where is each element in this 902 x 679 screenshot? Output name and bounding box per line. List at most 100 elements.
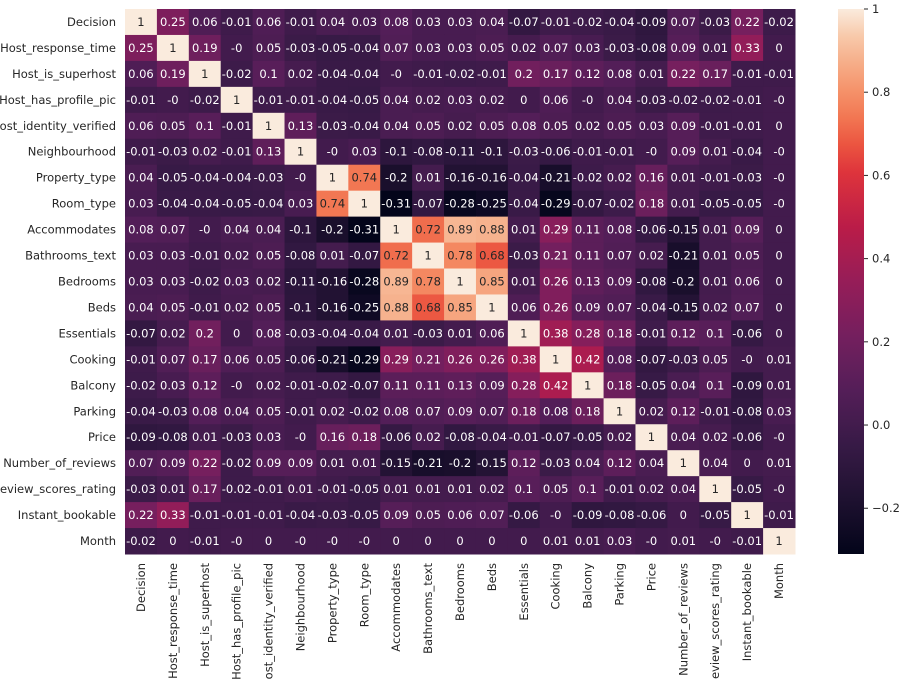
cell-value-label-14-19: -0.09 [732,378,762,392]
heatmap-cell-10-5 [284,268,317,295]
cell-value-label-16-1: -0.08 [158,430,188,444]
cell-value-label-9-15: 0.07 [607,249,633,263]
cell-value-label-6-15: 0.02 [607,171,633,185]
heatmap-cell-6-11 [475,164,509,192]
heatmap-cell-20-0 [125,528,158,555]
heatmap-cell-11-10 [444,294,477,321]
heatmap-cell-16-16 [635,424,668,451]
cell-value-label-7-17: 0.01 [671,197,697,211]
cell-value-label-12-1: 0.02 [160,326,186,340]
cell-value-label-6-1: -0.05 [158,171,188,185]
cell-value-label-12-18: 0.1 [706,326,724,340]
heatmap-cell-0-5 [284,9,317,36]
heatmap-cell-18-3 [220,476,254,503]
cell-value-label-19-8: 0.09 [383,508,409,522]
heatmap-cell-2-2 [188,60,222,88]
y-axis-tick-labels: Decision Host_response_time Host_is_superh… [0,15,116,548]
cell-value-label-16-0: -0.09 [126,430,156,444]
cell-value-label-18-6: -0.01 [317,482,347,496]
heatmap-cell-14-15 [603,372,636,399]
y-tick-label: Beds [88,300,116,314]
cell-value-label-5-15: -0.01 [605,145,635,159]
heatmap-cell-6-9 [412,164,445,192]
heatmap-cell-4-20 [763,112,796,140]
cell-value-label-20-1: 0 [169,534,176,548]
heatmap-cell-1-7 [348,34,381,62]
heatmap-cell-2-5 [284,60,317,88]
heatmap-cell-11-6 [316,294,349,321]
cell-value-label-18-13: 0.05 [543,482,569,496]
y-tick-label: Host_response_time [0,41,116,55]
heatmap-cell-7-19 [731,190,764,218]
heatmap-cell-7-8 [380,190,413,218]
x-tick-label: Bedrooms [453,563,467,621]
cell-value-label-10-15: 0.09 [607,275,633,289]
cell-value-label-12-2: 0.2 [196,326,214,340]
cell-value-label-0-16: -0.09 [637,15,667,29]
heatmap-cell-10-6 [316,268,349,295]
heatmap-cell-20-6 [316,528,349,555]
cell-value-label-2-6: -0.04 [317,67,347,81]
cell-value-label-1-1: 1 [169,41,176,55]
x-tick-label: Property_type [325,563,339,643]
cell-value-label-3-20: -0 [773,93,784,107]
cell-value-label-17-2: 0.22 [192,456,218,470]
heatmap-cell-10-17 [667,268,700,295]
heatmap-cell-0-11 [475,9,509,36]
heatmap-cell-1-1 [156,34,190,62]
heatmap-cell-1-20 [763,34,796,62]
heatmap-cell-12-13 [539,320,573,347]
heatmap-cell-17-3 [220,450,254,477]
heatmap-cell-4-8 [380,112,413,140]
cell-value-label-7-4: -0.04 [254,197,284,211]
cell-value-label-0-20: -0.02 [764,15,794,29]
heatmap-cell-8-5 [284,216,317,244]
cell-value-label-3-18: -0.02 [700,93,730,107]
cell-value-label-12-6: -0.04 [317,326,347,340]
cell-value-label-13-9: 0.21 [415,352,441,366]
heatmap-cell-16-8 [380,424,413,451]
heatmap-cell-1-4 [252,34,286,62]
heatmap-cell-16-20 [763,424,796,451]
heatmap-cell-2-10 [444,60,477,88]
heatmap-cell-13-18 [699,346,732,373]
heatmap-cell-18-15 [603,476,636,503]
heatmap-cell-11-16 [635,294,668,321]
heatmap-cell-7-5 [284,190,317,218]
cell-value-label-18-1: 0.01 [160,482,186,496]
heatmap-cell-14-20 [763,372,796,399]
heatmap-cell-0-13 [539,9,573,36]
heatmap-cell-13-14 [571,346,605,373]
heatmap-cell-7-15 [603,190,636,218]
heatmap-cell-8-4 [252,216,286,244]
heatmap-cell-11-19 [731,294,764,321]
cell-value-label-15-15: 1 [616,404,623,418]
heatmap-cell-7-4 [252,190,286,218]
cell-value-label-7-0: 0.03 [128,197,154,211]
cell-value-label-15-8: 0.08 [383,404,409,418]
x-tick-label: Number_of_reviews [676,563,690,676]
cell-value-label-0-0: 1 [137,15,144,29]
heatmap-cell-6-3 [220,164,254,192]
cell-value-label-14-4: 0.02 [256,378,282,392]
heatmap-cell-18-14 [571,476,605,503]
cell-value-label-9-17: -0.21 [668,249,698,263]
heatmap-cell-13-19 [731,346,764,373]
cell-value-label-16-19: -0.06 [732,430,762,444]
heatmap-cell-8-11 [475,216,509,244]
cell-value-label-15-5: -0.01 [286,404,316,418]
cell-value-label-4-3: -0.01 [222,119,252,133]
heatmap-cell-16-2 [188,424,222,451]
heatmap-cell-2-6 [316,60,349,88]
cell-value-label-9-9: 1 [424,249,431,263]
heatmap-cell-0-6 [316,9,349,36]
x-tick-label: Room_type [357,563,371,627]
cell-value-label-1-12: 0.02 [511,41,537,55]
cell-value-label-4-13: 0.05 [543,119,569,133]
cell-value-label-3-19: -0.01 [732,93,762,107]
colorbar: 1 0.8 0.6 0.4 0.2 0.0 −0.2 [838,2,900,554]
heatmap-cell-11-20 [763,294,796,321]
heatmap-cell-20-15 [603,528,636,555]
heatmap-cell-6-20 [763,164,796,192]
cell-value-label-15-9: 0.07 [415,404,441,418]
